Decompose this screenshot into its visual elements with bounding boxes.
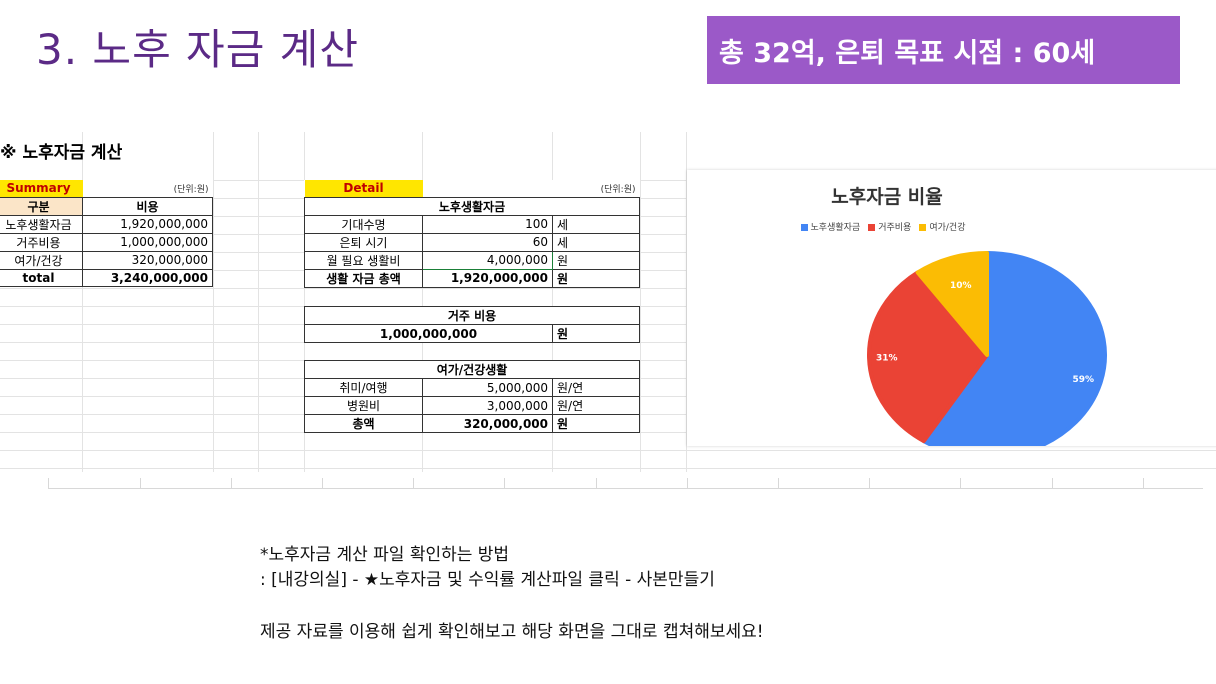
summary-table: Summary (단위:원) 구분 비용 노후생활자금 1,920,000,00… [0, 180, 213, 287]
detail-leisure-table: 여가/건강생활 취미/여행 5,000,000 원/연 병원비 3,000,00… [304, 360, 640, 433]
legend-item: 여가/건강 [919, 223, 965, 233]
pie-slice [921, 251, 1107, 446]
slide-title: 3. 노후 자금 계산 [36, 25, 359, 74]
pie-chart: 59% 31% 10% [867, 251, 1107, 446]
summary-unit: (단위:원) [173, 184, 209, 195]
row-value: 1,000,000,000 [82, 232, 213, 252]
pie-slice-label: 10% [950, 281, 972, 291]
col-header-cost: 비용 [82, 196, 213, 216]
pie-slice-label: 31% [876, 354, 898, 364]
row-value: 5,000,000 [422, 378, 553, 397]
chart-title: 노후자금 비율 [831, 186, 943, 208]
total-unit: 원 [552, 414, 640, 433]
pie-chart-card: 노후자금 비율 노후생활자금 거주비용 여가/건강 59% 31% 10% [687, 170, 1216, 446]
pie-slice-label: 59% [1073, 375, 1095, 385]
row-unit: 세 [552, 214, 640, 234]
col-header-category: 구분 [0, 196, 83, 216]
total-value: 320,000,000 [422, 414, 553, 433]
summary-badge: 총 32억, 은퇴 목표 시점 : 60세 [707, 16, 1180, 84]
leisure-title: 여가/건강생활 [304, 360, 640, 379]
housing-value: 1,000,000,000 [304, 324, 553, 343]
total-label: total [0, 268, 83, 287]
row-label: 노후생활자금 [0, 214, 83, 234]
pie-slice [867, 270, 989, 444]
note-line-3: 제공 자료를 이용해 쉽게 확인해보고 해당 화면을 그대로 캡쳐해보세요! [260, 622, 764, 642]
row-value: 60 [422, 232, 553, 252]
row-value: 4,000,000 [422, 250, 553, 270]
table-row-total: 생활 자금 총액 1,920,000,000 원 [304, 268, 640, 288]
table-row: 노후생활자금 1,920,000,000 [0, 214, 213, 234]
row-label: 취미/여행 [304, 378, 423, 397]
row-value: 320,000,000 [82, 250, 213, 270]
legend-label: 여가/건강 [929, 223, 966, 233]
legend-label: 노후생활자금 [810, 223, 861, 233]
row-unit: 원/연 [552, 396, 640, 415]
legend-swatch [919, 224, 927, 231]
legend-label: 거주비용 [878, 223, 912, 233]
living-title: 노후생활자금 [304, 196, 640, 216]
table-row: 은퇴 시기 60 세 [304, 232, 640, 252]
detail-unit: (단위:원) [600, 184, 636, 195]
row-unit: 원/연 [552, 378, 640, 397]
legend-swatch [868, 224, 876, 231]
table-row-total: 총액 320,000,000 원 [304, 414, 640, 433]
summary-header: Summary [0, 180, 83, 197]
legend-item: 거주비용 [868, 223, 911, 233]
note-line-1: *노후자금 계산 파일 확인하는 방법 [260, 545, 510, 565]
total-value: 3,240,000,000 [82, 268, 213, 287]
table-row-total: total 3,240,000,000 [0, 268, 213, 287]
table-row: 기대수명 100 세 [304, 214, 640, 234]
row-label: 병원비 [304, 396, 423, 415]
total-value: 1,920,000,000 [422, 268, 553, 288]
pie-slice [915, 251, 989, 357]
legend-item: 노후생활자금 [800, 223, 861, 233]
total-label: 총액 [304, 414, 423, 433]
table-row: 1,000,000,000 원 [304, 324, 640, 343]
legend-swatch [800, 224, 808, 231]
row-label: 여가/건강 [0, 250, 83, 270]
row-label: 거주비용 [0, 232, 83, 252]
total-unit: 원 [552, 268, 640, 288]
divider [48, 488, 1203, 489]
housing-title: 거주 비용 [304, 306, 640, 325]
table-row: 취미/여행 5,000,000 원/연 [304, 378, 640, 397]
detail-living-table: Detail (단위:원) 노후생활자금 기대수명 100 세 은퇴 시기 60… [304, 180, 640, 288]
detail-header: Detail [304, 180, 423, 197]
row-label: 은퇴 시기 [304, 232, 423, 252]
note-line-2: : [내강의실] - ★노후자금 및 수익률 계산파일 클릭 - 사본만들기 [260, 570, 715, 590]
table-row: 여가/건강 320,000,000 [0, 250, 213, 270]
sheet-title: ※ 노후자금 계산 [0, 143, 123, 163]
spreadsheet-capture: ※ 노후자금 계산 Summary (단위:원) 구분 비용 노후생활자금 1,… [0, 132, 1216, 472]
table-row: 월 필요 생활비 4,000,000 원 [304, 250, 640, 270]
table-row: 병원비 3,000,000 원/연 [304, 396, 640, 415]
row-value: 100 [422, 214, 553, 234]
detail-housing-table: 거주 비용 1,000,000,000 원 [304, 306, 640, 343]
total-label: 생활 자금 총액 [304, 268, 423, 288]
row-unit: 원 [552, 250, 640, 270]
row-label: 월 필요 생활비 [304, 250, 423, 270]
row-value: 3,000,000 [422, 396, 553, 415]
chart-legend: 노후생활자금 거주비용 여가/건강 [687, 220, 1087, 233]
housing-unit: 원 [552, 324, 640, 343]
table-row: 거주비용 1,000,000,000 [0, 232, 213, 252]
row-label: 기대수명 [304, 214, 423, 234]
row-unit: 세 [552, 232, 640, 252]
row-value: 1,920,000,000 [82, 214, 213, 234]
